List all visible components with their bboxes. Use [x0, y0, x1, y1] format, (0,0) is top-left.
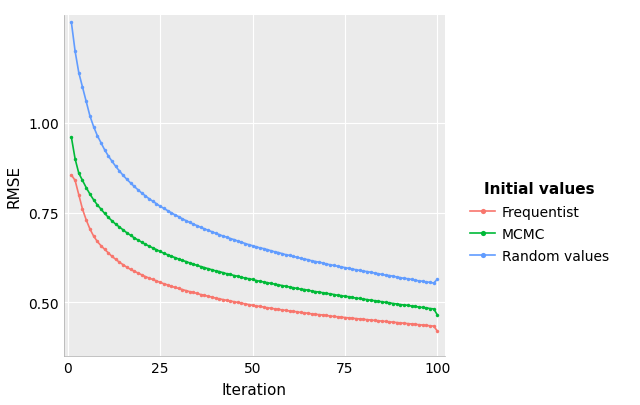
MCMC: [404, 303, 412, 308]
Frequentist: [415, 322, 423, 327]
MCMC: [415, 305, 423, 310]
Random values: [68, 21, 76, 26]
Frequentist: [285, 309, 293, 314]
MCMC: [138, 240, 145, 245]
Random values: [430, 281, 438, 286]
MCMC: [433, 313, 441, 318]
Random values: [138, 191, 145, 196]
Y-axis label: RMSE: RMSE: [6, 165, 22, 208]
Frequentist: [138, 273, 145, 277]
Line: Frequentist: Frequentist: [70, 174, 439, 333]
MCMC: [152, 247, 160, 252]
MCMC: [68, 136, 76, 141]
MCMC: [256, 279, 264, 284]
X-axis label: Iteration: Iteration: [222, 382, 287, 397]
Frequentist: [68, 173, 76, 178]
Frequentist: [433, 329, 441, 334]
Line: Random values: Random values: [70, 21, 439, 285]
Random values: [285, 254, 293, 258]
Frequentist: [256, 304, 264, 309]
Random values: [433, 277, 441, 282]
Legend: Frequentist, MCMC, Random values: Frequentist, MCMC, Random values: [465, 176, 615, 269]
Frequentist: [404, 322, 412, 326]
Frequentist: [152, 279, 160, 284]
MCMC: [285, 285, 293, 290]
Random values: [404, 277, 412, 281]
Random values: [256, 246, 264, 251]
Random values: [152, 202, 160, 207]
Line: MCMC: MCMC: [70, 136, 439, 317]
Random values: [415, 279, 423, 284]
